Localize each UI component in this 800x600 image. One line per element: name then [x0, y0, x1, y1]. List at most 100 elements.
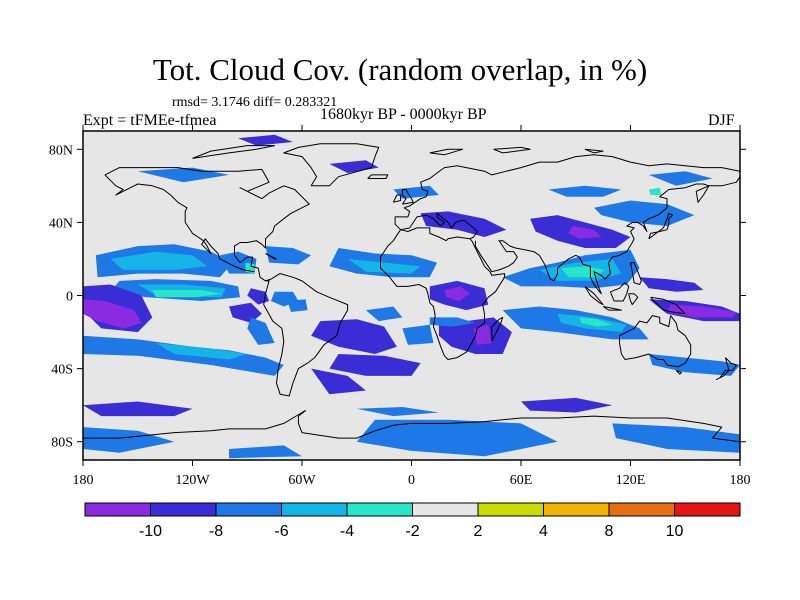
contour-region	[311, 319, 397, 354]
contour-region	[229, 302, 262, 323]
contour-region	[444, 286, 470, 301]
coastline	[628, 293, 639, 306]
y-tick-label: 40S	[51, 363, 73, 378]
contour-region	[329, 354, 421, 376]
coastline	[602, 306, 622, 311]
contour-fills	[83, 134, 740, 459]
period-label: 1680kyr BP - 0000kyr BP	[320, 106, 487, 123]
coastline	[493, 146, 531, 154]
colorbar-swatch	[84, 502, 151, 517]
colorbar-label: -8	[209, 523, 223, 540]
x-axis-ticks: 180 120W 60W 0 60E 120E 180	[73, 125, 751, 488]
x-tick-label: 60E	[510, 473, 533, 488]
colorbar-swatch	[412, 502, 479, 517]
contour-region	[83, 427, 175, 453]
coastline	[715, 357, 737, 381]
colorbar-label: 8	[605, 523, 614, 540]
coastline	[648, 212, 673, 240]
contour-region	[473, 324, 492, 345]
colorbar-label: 4	[539, 523, 548, 540]
contour-region	[429, 317, 476, 327]
coastline	[83, 410, 740, 443]
x-tick-label: 60W	[288, 473, 316, 488]
contour-region	[521, 397, 613, 413]
contour-region	[83, 401, 193, 417]
coastline	[650, 296, 686, 315]
contour-region	[612, 423, 740, 453]
coastline	[265, 253, 277, 260]
colorbar-swatch	[346, 502, 413, 517]
y-tick-label: 80S	[51, 436, 73, 451]
coastline	[400, 212, 478, 242]
colorbar-swatch	[150, 502, 217, 517]
x-tick-label: 180	[730, 473, 751, 488]
colorbar-label: -4	[340, 523, 354, 540]
colorbar-swatch	[477, 502, 544, 517]
contour-region	[110, 251, 208, 270]
coastlines	[83, 143, 740, 443]
season-label: DJF	[708, 112, 735, 129]
contour-region	[347, 258, 421, 274]
coastline	[392, 194, 402, 203]
coastline	[584, 148, 604, 154]
coastline	[401, 189, 414, 205]
colorbar-labels: -10 -8 -6 -4 -2 2 4 8 10	[139, 523, 684, 540]
contour-region	[648, 171, 713, 186]
y-tick-label: 80N	[49, 143, 73, 158]
x-tick-label: 120E	[616, 473, 646, 488]
coastline	[474, 176, 740, 295]
coastline	[380, 229, 506, 360]
x-tick-label: 0	[408, 473, 415, 488]
colorbar-label: -2	[405, 523, 419, 540]
contour-region	[329, 160, 379, 173]
coastline	[283, 143, 380, 187]
y-tick-label: 40N	[49, 216, 73, 231]
coastline	[104, 174, 255, 273]
contour-region	[152, 290, 222, 298]
coastline	[394, 154, 740, 231]
contour-region	[247, 317, 275, 345]
contour-region	[365, 306, 403, 322]
coastline	[429, 148, 464, 156]
contour-region	[156, 343, 248, 360]
experiment-label: Expt = tFMEe-tfmea	[83, 112, 217, 129]
contour-region	[402, 324, 434, 345]
coastline	[675, 369, 683, 375]
contour-region	[548, 185, 622, 197]
colorbar-swatch	[215, 502, 282, 517]
colorbar-label: 2	[474, 523, 483, 540]
y-tick-label: 0	[66, 290, 73, 305]
colorbar-swatch	[281, 502, 348, 517]
contour-region	[639, 277, 704, 292]
contour-region	[561, 266, 605, 278]
map-title: Tot. Cloud Cov. (random overlap, in %)	[152, 52, 648, 87]
y-axis-ticks: 80N 40N 0 40S 80S	[49, 143, 746, 451]
contour-region	[579, 317, 613, 327]
coastline	[609, 282, 630, 302]
coastline	[630, 262, 642, 285]
statistics-label: rmsd= 3.1746 diff= 0.283321	[172, 95, 338, 110]
contour-region	[238, 134, 293, 146]
contour-region	[667, 304, 737, 318]
contour-region	[271, 291, 299, 307]
coastline	[584, 286, 604, 306]
contour-region	[265, 246, 312, 265]
colorbar-swatches	[84, 502, 741, 517]
contour-region	[356, 407, 439, 417]
contour-region	[594, 200, 695, 226]
contour-region	[568, 226, 602, 239]
contour-region	[83, 299, 142, 329]
colorbar-swatch	[608, 502, 675, 517]
contour-region	[311, 368, 366, 395]
contour-region	[648, 187, 662, 195]
coastline	[619, 315, 692, 368]
contour-region	[229, 445, 302, 459]
colorbar-label: -6	[274, 523, 288, 540]
x-tick-label: 180	[73, 473, 94, 488]
coastline	[104, 167, 349, 397]
colorbar-label: -10	[139, 523, 162, 540]
colorbar-label: 10	[666, 523, 684, 540]
x-tick-label: 120W	[175, 473, 210, 488]
contour-region	[83, 335, 284, 376]
